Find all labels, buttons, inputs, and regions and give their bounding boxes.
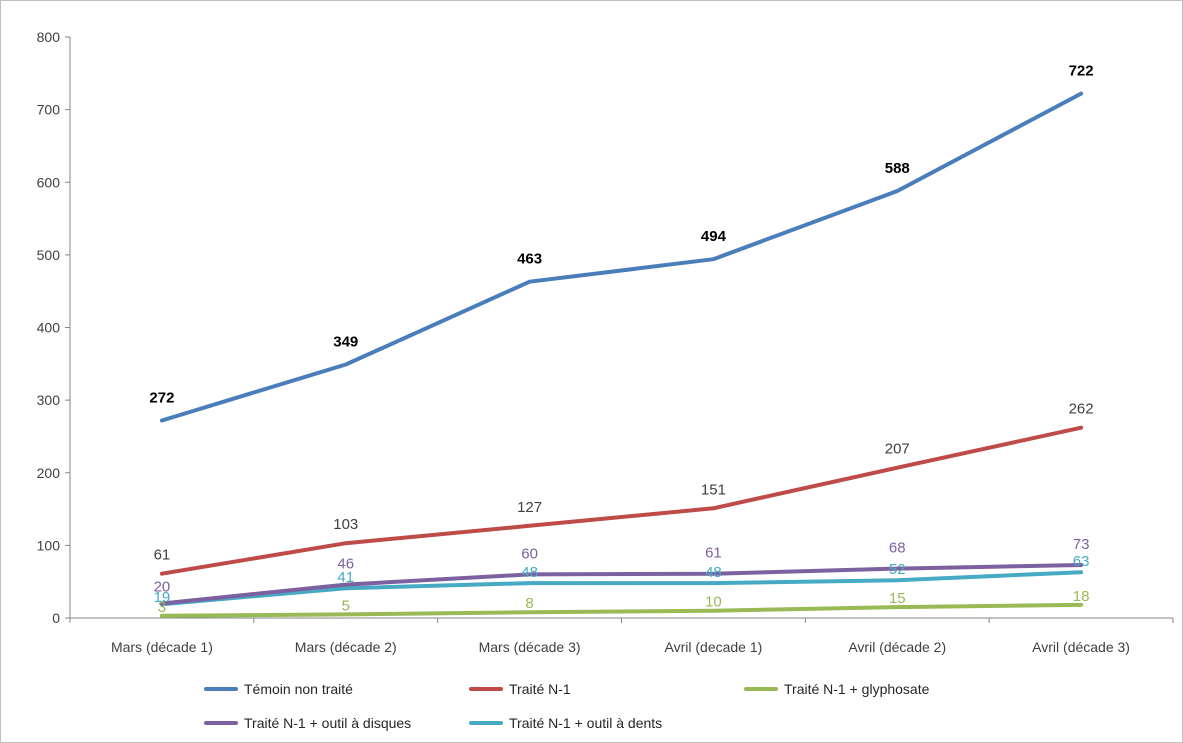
x-tick-label: Mars (décade 1) [111,639,213,655]
legend-label: Traité N-1 + outil à dents [509,715,662,731]
axes [69,37,1173,619]
data-label: 18 [1073,588,1090,605]
x-tick-label: Avril (décade 3) [1032,639,1130,655]
data-label: 494 [701,228,727,245]
data-label: 68 [889,540,906,557]
y-tick-label: 700 [37,102,61,118]
data-label: 722 [1069,63,1094,80]
x-tick-label: Mars (décade 3) [479,639,581,655]
data-label: 262 [1069,401,1094,418]
data-label: 20 [154,578,171,595]
data-label: 60 [521,545,538,562]
y-tick-label: 300 [37,392,61,408]
data-label: 588 [885,160,910,177]
data-label: 151 [701,481,726,498]
x-tick-label: Mars (décade 2) [295,639,397,655]
legend-label: Traité N-1 + glyphosate [784,681,930,697]
x-tick-label: Avril (decade 1) [665,639,763,655]
data-label: 5 [342,597,350,614]
series-line [159,91,1084,423]
series-line [159,425,1084,576]
series-line [159,570,1084,607]
data-label: 73 [1073,536,1090,553]
y-tick-label: 400 [37,320,61,336]
x-axis-ticks: Mars (décade 1) Mars (décade 2) Mars (déca… [69,618,1174,655]
data-label: 48 [521,564,538,581]
series-lines [159,91,1084,618]
data-label: 15 [889,590,906,607]
legend-label: Témoin non traité [244,681,353,697]
data-label: 61 [154,547,171,564]
data-label: 52 [889,561,906,578]
y-tick-label: 200 [37,465,61,481]
y-axis-ticks: 0 100 200 300 400 500 600 700 800 [37,29,70,626]
data-label: 19 [154,589,171,606]
legend-label: Traité N-1 [509,681,571,697]
data-label: 46 [337,556,354,573]
data-label: 3 [158,599,166,616]
data-label: 349 [333,334,358,351]
y-tick-label: 0 [52,610,60,626]
data-label: 41 [337,569,354,586]
data-label: 207 [885,441,910,458]
y-tick-label: 500 [37,247,61,263]
data-label: 272 [149,389,174,406]
y-tick-label: 600 [37,174,61,190]
data-label: 48 [705,564,722,581]
y-tick-label: 100 [37,537,61,553]
data-label: 63 [1073,553,1090,570]
legend-label: Traité N-1 + outil à disques [244,715,411,731]
data-label: 61 [705,545,722,562]
series-line [159,602,1084,618]
legend: Témoin non traité Traité N-1 Traité N-1 + … [204,681,930,731]
series-line [159,563,1084,606]
data-label: 103 [333,516,358,533]
y-tick-label: 800 [37,29,61,45]
data-label: 10 [705,594,722,611]
x-tick-label: Avril (décade 2) [848,639,946,655]
data-labels: 272 349 463 494 588 722 61 103 127 151 207 262 3 5 8 10… [149,63,1093,616]
data-label: 8 [525,595,533,612]
data-label: 127 [517,499,542,516]
data-label: 463 [517,251,542,268]
